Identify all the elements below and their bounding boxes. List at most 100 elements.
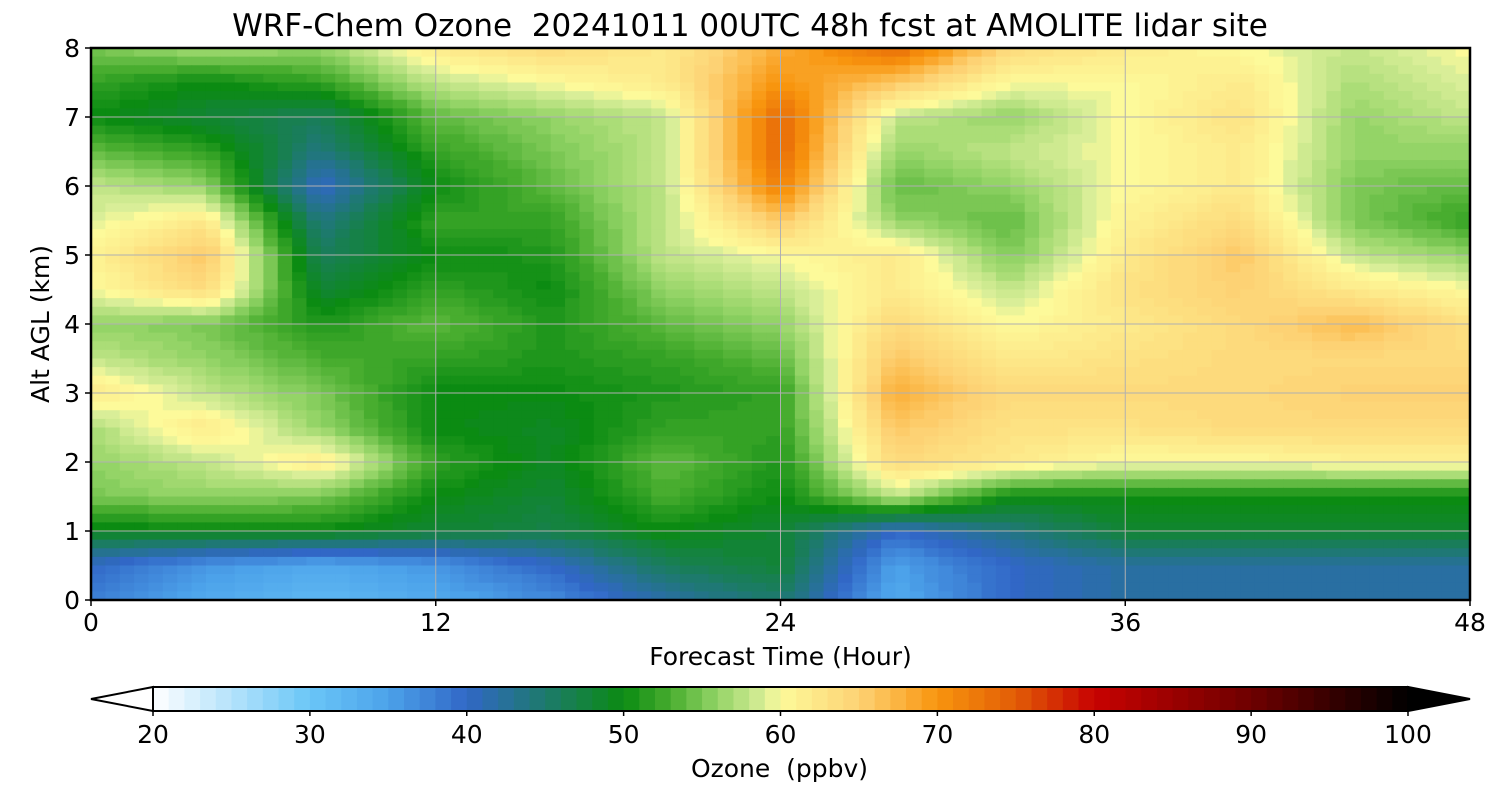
heatmap-cell	[1182, 487, 1198, 498]
heatmap-cell	[1326, 246, 1342, 256]
heatmap-cell	[1110, 349, 1126, 360]
heatmap-cell	[205, 375, 221, 385]
heatmap-cell	[794, 168, 810, 178]
heatmap-cell	[579, 367, 595, 377]
heatmap-cell	[536, 142, 552, 153]
heatmap-cell	[493, 82, 509, 92]
heatmap-cell	[1067, 263, 1083, 273]
heatmap-cell	[1254, 160, 1270, 170]
heatmap-cell	[435, 73, 451, 84]
heatmap-cell	[823, 203, 839, 213]
heatmap-cell	[105, 194, 121, 204]
heatmap-cell	[679, 65, 695, 75]
heatmap-cell	[1082, 142, 1098, 153]
heatmap-cell	[91, 177, 106, 187]
heatmap-cell	[622, 462, 638, 472]
heatmap-cell	[550, 298, 566, 308]
heatmap-cell	[1039, 315, 1055, 325]
heatmap-cell	[292, 229, 308, 239]
heatmap-cell	[909, 203, 925, 213]
heatmap-cell	[177, 272, 193, 282]
heatmap-cell	[1125, 427, 1141, 437]
heatmap-cell	[837, 203, 853, 213]
heatmap-cell	[694, 418, 710, 429]
heatmap-cell	[249, 73, 264, 84]
heatmap-cell	[1125, 168, 1141, 178]
heatmap-cell	[1082, 168, 1098, 178]
heatmap-cell	[1110, 255, 1126, 265]
heatmap-cell	[593, 332, 609, 342]
heatmap-cell	[1024, 246, 1040, 256]
heatmap-cell	[407, 436, 422, 446]
heatmap-cell	[1455, 349, 1471, 360]
heatmap-cell	[593, 427, 609, 437]
heatmap-cell	[277, 289, 293, 299]
heatmap-cell	[177, 367, 193, 377]
heatmap-cell	[1355, 289, 1371, 299]
heatmap-cell	[478, 332, 494, 342]
heatmap-cell	[464, 117, 480, 127]
heatmap-cell	[1311, 306, 1327, 316]
heatmap-cell	[105, 186, 121, 196]
heatmap-cell	[938, 444, 954, 454]
heatmap-cell	[191, 246, 207, 256]
heatmap-cell	[1340, 436, 1356, 446]
heatmap-cell	[1369, 393, 1385, 403]
heatmap-cell	[1326, 56, 1342, 66]
heatmap-cell	[1326, 272, 1342, 282]
heatmap-cell	[651, 298, 667, 308]
heatmap-cell	[780, 427, 796, 437]
heatmap-cell	[1211, 203, 1227, 213]
heatmap-cell	[895, 151, 911, 161]
heatmap-cell	[995, 410, 1011, 420]
heatmap-cell	[1240, 99, 1256, 109]
heatmap-cell	[1096, 358, 1112, 368]
heatmap-cell	[636, 229, 652, 239]
heatmap-cell	[478, 48, 494, 58]
heatmap-cell	[320, 186, 336, 196]
heatmap-cell	[263, 229, 279, 239]
heatmap-cell	[493, 436, 509, 446]
heatmap-cell	[1067, 289, 1083, 299]
heatmap-cell	[493, 427, 509, 437]
heatmap-cell	[177, 237, 193, 247]
heatmap-cell	[378, 203, 394, 213]
heatmap-cell	[205, 255, 221, 265]
heatmap-cell	[105, 65, 121, 75]
heatmap-cell	[1039, 229, 1055, 239]
heatmap-cell	[780, 315, 796, 325]
heatmap-cell	[593, 194, 609, 204]
heatmap-cell	[550, 427, 566, 437]
heatmap-cell	[1067, 280, 1083, 291]
heatmap-cell	[1355, 168, 1371, 178]
heatmap-cell	[306, 73, 322, 84]
heatmap-cell	[651, 462, 667, 472]
heatmap-cell	[392, 246, 408, 256]
heatmap-cell	[780, 341, 796, 351]
heatmap-cell	[1039, 462, 1055, 472]
heatmap-cell	[651, 186, 667, 196]
heatmap-cell	[292, 91, 308, 101]
heatmap-cell	[909, 410, 925, 420]
heatmap-cell	[967, 462, 983, 472]
heatmap-cell	[1153, 358, 1169, 368]
heatmap-cell	[651, 427, 667, 437]
heatmap-cell	[421, 280, 437, 291]
heatmap-cell	[1441, 470, 1457, 480]
heatmap-cell	[952, 384, 968, 394]
heatmap-cell	[1455, 272, 1471, 282]
heatmap-cell	[177, 160, 193, 170]
heatmap-cell	[478, 194, 494, 204]
heatmap-cell	[1010, 177, 1026, 187]
heatmap-cell	[407, 324, 422, 334]
heatmap-cell	[895, 177, 911, 187]
heatmap-cell	[249, 134, 264, 144]
heatmap-cell	[895, 142, 911, 153]
heatmap-cell	[1182, 401, 1198, 411]
heatmap-cell	[1225, 349, 1241, 360]
heatmap-cell	[852, 211, 868, 222]
heatmap-cell	[1082, 229, 1098, 239]
heatmap-cell	[478, 237, 494, 247]
heatmap-cell	[852, 315, 868, 325]
heatmap-cell	[407, 168, 422, 178]
